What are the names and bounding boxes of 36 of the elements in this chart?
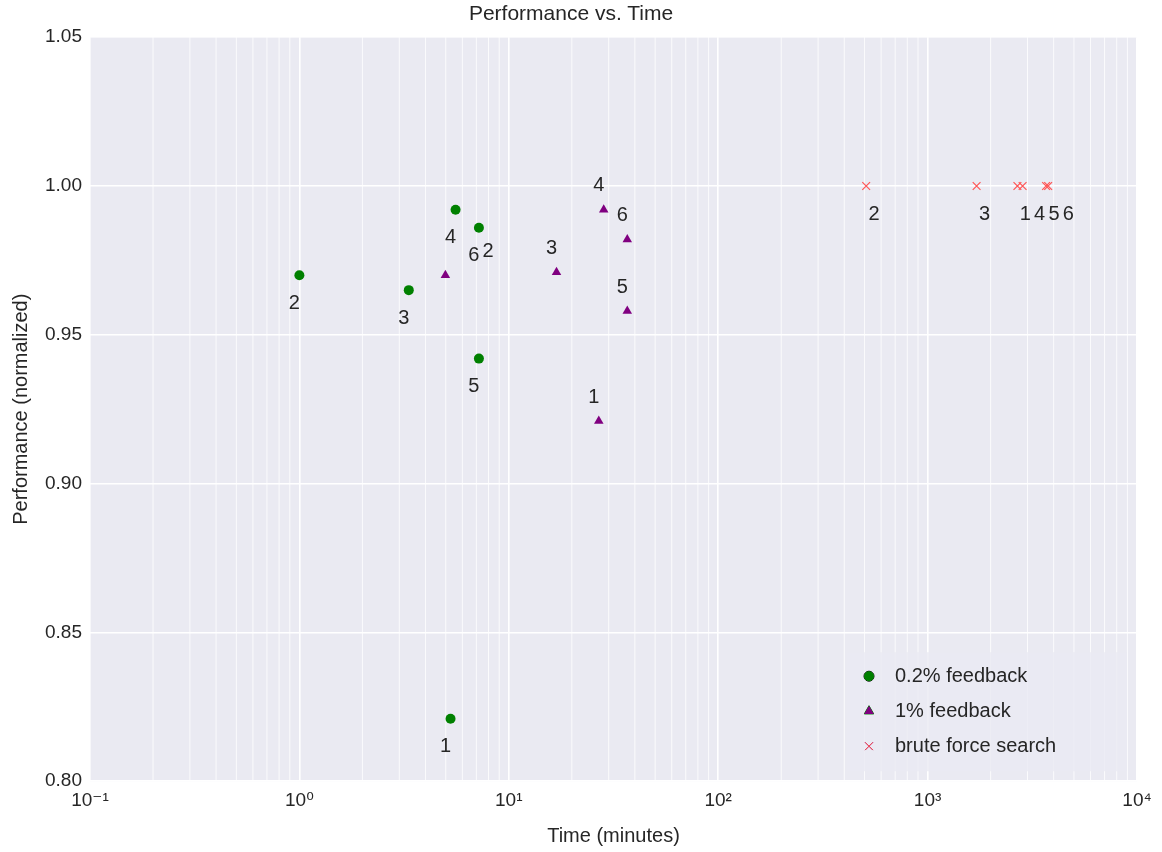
x-tick-label: 10² <box>704 788 732 810</box>
y-tick-label: 0.90 <box>45 471 82 493</box>
x-tick-label: 10⁰ <box>285 788 314 810</box>
annotation: 3 <box>979 201 991 224</box>
annotation: 3 <box>545 235 558 258</box>
x-tick-label: 10⁴ <box>1122 788 1152 810</box>
annotation: 3 <box>398 305 410 328</box>
annotation: 1 <box>588 384 600 407</box>
x-tick-label: 10⁻¹ <box>71 788 109 810</box>
y-tick-label: 1.05 <box>45 25 82 47</box>
y-tick-label: 0.95 <box>45 323 82 345</box>
y-axis-title: Performance (normalized) <box>8 293 31 525</box>
annotation: 2 <box>868 201 880 224</box>
annotation: 6 <box>468 243 480 266</box>
annotation: 6 <box>1062 201 1074 224</box>
x-axis-title: Time (minutes) <box>547 823 680 846</box>
y-tick-label: 0.85 <box>45 620 82 642</box>
annotation: 2 <box>288 290 300 313</box>
y-tick-label: 0.80 <box>45 769 82 791</box>
annotation: 1 <box>1019 201 1031 224</box>
annotation: 4 <box>1033 201 1046 224</box>
annotation: 4 <box>593 173 605 196</box>
annotation: 6 <box>616 203 628 226</box>
legend-label: brute force search <box>895 733 1057 756</box>
annotation: 2 <box>482 238 494 261</box>
y-tick-label: 1.00 <box>45 174 82 196</box>
annotation: 1 <box>439 734 452 757</box>
legend-label: 0.2% feedback <box>895 663 1029 686</box>
annotation: 5 <box>1048 201 1060 224</box>
x-tick-label: 10¹ <box>495 788 523 810</box>
annotation: 5 <box>616 274 628 297</box>
annotation: 5 <box>468 374 480 397</box>
x-tick-label: 10³ <box>913 788 942 810</box>
annotation: 4 <box>445 225 457 248</box>
chart-title: Performance vs. Time <box>468 1 674 25</box>
legend-label: 1% feedback <box>895 698 1012 721</box>
